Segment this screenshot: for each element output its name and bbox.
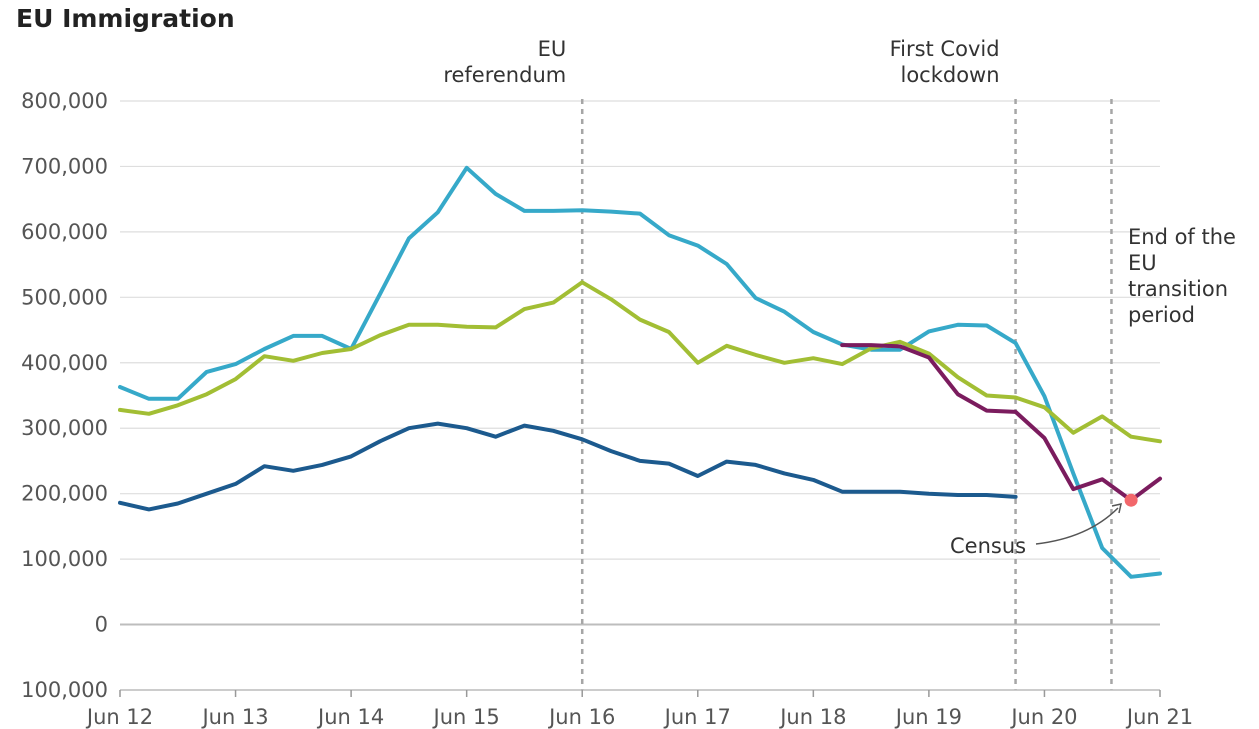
y-tick-label: 0 [95, 613, 108, 637]
grid-layer [120, 100, 1160, 691]
x-tick-label: Jun 20 [1009, 705, 1077, 729]
y-tick-label: 100,000 [21, 678, 108, 702]
y-tick-label: 700,000 [21, 154, 108, 178]
event-label-line: EU [1128, 251, 1157, 275]
x-tick-label: Jun 14 [316, 705, 384, 729]
x-tick-label: Jun 19 [894, 705, 962, 729]
x-tick-label: Jun 18 [778, 705, 846, 729]
x-tick-label: Jun 16 [547, 705, 615, 729]
y-tick-label: 300,000 [21, 416, 108, 440]
y-tick-label: 600,000 [21, 220, 108, 244]
event-label-line: EU [538, 37, 567, 61]
y-tick-label: 500,000 [21, 285, 108, 309]
series-line-0 [118, 165, 1162, 579]
y-tick-label: 200,000 [21, 482, 108, 506]
x-tick-label: Jun 17 [663, 705, 731, 729]
x-tick-label: Jun 21 [1125, 705, 1193, 729]
event-label-line: period [1128, 303, 1195, 327]
y-tick-label: 400,000 [21, 351, 108, 375]
chart-title: EU Immigration [16, 4, 235, 33]
census-label: Census [950, 534, 1026, 558]
event-label-line: transition [1128, 277, 1228, 301]
y-tick-label: 800,000 [21, 89, 108, 113]
x-tick-label: Jun 15 [432, 705, 500, 729]
event-label-line: referendum [443, 63, 566, 87]
axis-layer: 100,000 0 100,000 200,000 300,000 400,000 500,… [21, 89, 1193, 729]
series-line-1 [118, 280, 1162, 444]
series-layer [118, 165, 1162, 579]
series-line-3 [840, 343, 1162, 503]
census-arrow-head [1111, 503, 1122, 514]
census-arrow [1035, 507, 1119, 545]
x-tick-label: Jun 12 [85, 705, 153, 729]
event-label-line: End of the [1128, 225, 1236, 249]
census-point [1124, 493, 1138, 507]
series-line-2 [118, 421, 1018, 512]
y-tick-label: 100,000 [21, 547, 108, 571]
x-tick-label: Jun 13 [200, 705, 268, 729]
event-lines [580, 99, 1113, 690]
event-label-line: First Covid [890, 37, 1000, 61]
event-label-line: lockdown [900, 63, 999, 87]
